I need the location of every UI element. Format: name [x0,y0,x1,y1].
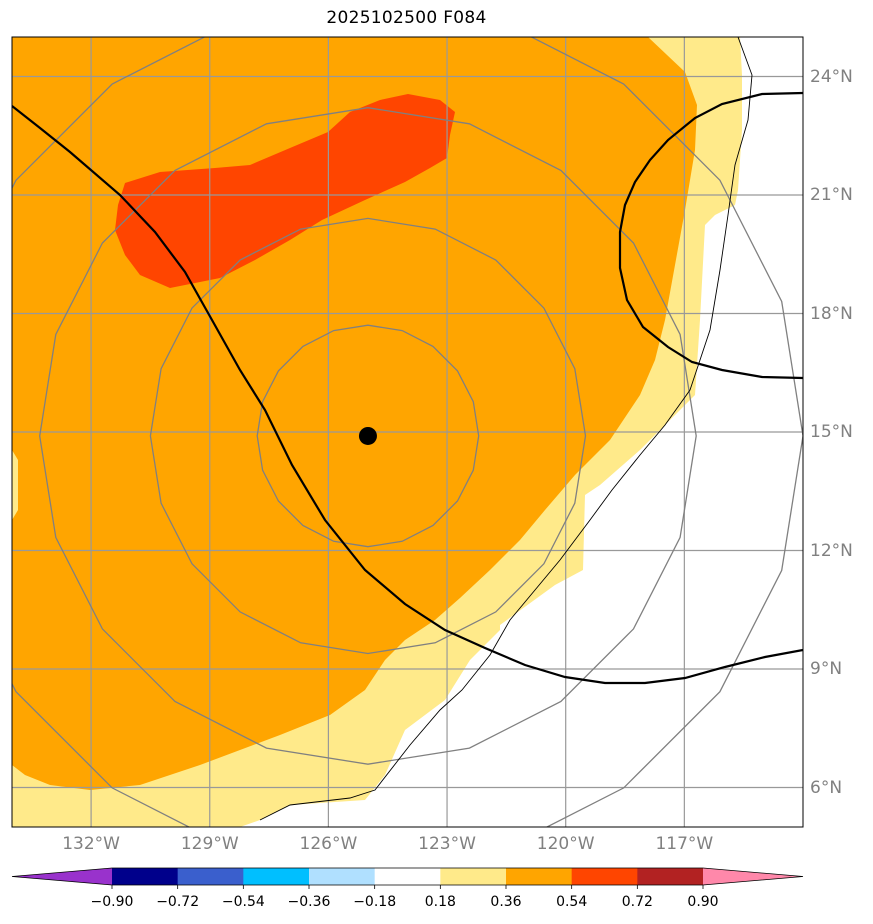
colorbar-segment [374,868,441,885]
colorbar-tick-label: 0.54 [556,894,588,910]
range-rings [12,37,803,827]
colorbar-tick-label: −0.54 [221,894,265,910]
latitude-tick-label: 12°N [810,540,853,561]
colorbar-tick-label: −0.90 [90,894,134,910]
colorbar-segment [571,868,638,885]
contour-line-west [12,105,803,685]
latitude-tick-label: 24°N [810,66,853,87]
latitude-tick-label: 9°N [810,659,843,679]
colorbar-segment [177,868,244,885]
coastline [259,37,753,821]
latitude-tick-label: 18°N [810,303,853,324]
colorbar-segment [440,868,507,885]
storm-center-marker [358,426,377,445]
map-title: 2025102500 F084 [326,8,487,28]
colorbar-tick-label: −0.18 [353,894,397,910]
colorbar-segment [506,868,573,885]
colorbar-segment [243,868,310,885]
colorbar [11,867,804,889]
fill-level-054-072 [115,94,455,288]
colorbar-tick-label: −0.36 [287,894,331,910]
map-frame [11,36,804,828]
colorbar-tick-label: −0.72 [156,894,200,910]
colorbar-segment [637,868,704,885]
colorbar-tick-label: 0.72 [621,894,653,910]
contour-line-east [618,91,803,380]
longitude-tick-label: 126°W [299,834,358,854]
graticule [12,37,803,827]
colorbar-extend-low [12,868,112,885]
range-ring [39,107,697,765]
longitude-tick-label: 120°W [536,834,595,854]
range-ring [256,324,480,548]
latitude-tick-label: 6°N [810,777,843,798]
colorbar-segment [309,868,376,885]
longitude-tick-label: 129°W [180,834,239,854]
colorbar-tick-label: 0.18 [424,894,456,910]
longitude-tick-label: 123°W [418,834,476,854]
colorbar-tick-label: 0.36 [490,894,522,910]
latitude-tick-label: 15°N [810,422,853,442]
colorbar-tick-label: 0.90 [687,894,719,910]
longitude-tick-label: 117°W [655,834,714,854]
range-ring [12,37,803,827]
range-ring [149,217,587,655]
colorbar-segment [112,868,179,885]
colorbar-extend-high [703,868,803,885]
latitude-tick-label: 21°N [810,185,853,205]
longitude-tick-label: 132°W [62,834,120,854]
